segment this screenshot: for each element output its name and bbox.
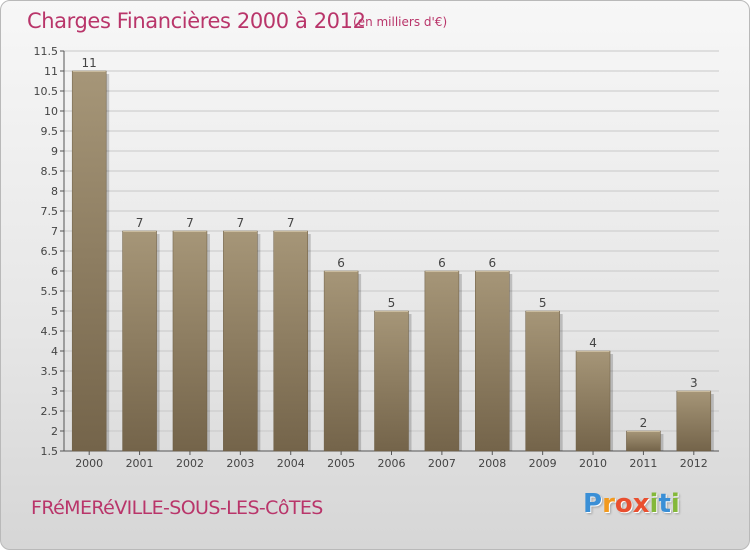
y-tick-label: 9 (51, 145, 58, 158)
x-tick-label: 2006 (378, 457, 406, 470)
y-tick-label: 10.5 (34, 85, 59, 98)
x-tick-label: 2008 (478, 457, 506, 470)
bar (374, 310, 409, 452)
data-label: 6 (438, 256, 446, 270)
y-tick-label: 8 (51, 185, 58, 198)
bar (323, 270, 359, 452)
logo-letter: x (632, 489, 650, 519)
data-label: 6 (488, 256, 496, 270)
bar (575, 350, 611, 452)
bar (676, 390, 712, 452)
y-tick-label: 2.5 (41, 405, 59, 418)
data-label: 7 (136, 216, 144, 230)
bar (172, 230, 208, 452)
data-label: 6 (337, 256, 345, 270)
x-tick-label: 2009 (529, 457, 557, 470)
y-tick-label: 3.5 (41, 365, 59, 378)
bar (273, 230, 308, 452)
data-label: 7 (287, 216, 295, 230)
y-tick-label: 6.5 (41, 245, 59, 258)
y-tick-label: 7 (51, 225, 58, 238)
bar (122, 230, 157, 452)
bar (626, 430, 661, 452)
logo-letter: o (614, 489, 633, 519)
y-tick-label: 5.5 (41, 285, 59, 298)
y-tick-label: 7.5 (41, 205, 59, 218)
proxiti-logo[interactable]: Proxiti (583, 489, 680, 519)
y-tick-label: 3 (51, 385, 58, 398)
y-tick-label: 8.5 (41, 165, 59, 178)
x-tick-label: 2007 (428, 457, 456, 470)
x-tick-label: 2005 (327, 457, 355, 470)
data-label: 11 (82, 56, 97, 70)
bar (475, 270, 510, 452)
commune-name: FRéMERéVILLE-SOUS-LES-CôTES (31, 497, 323, 519)
data-label: 5 (539, 296, 547, 310)
data-label: 4 (589, 336, 597, 350)
x-tick-label: 2011 (629, 457, 657, 470)
y-tick-label: 6 (51, 265, 58, 278)
y-tick-label: 11 (44, 65, 58, 78)
data-label: 5 (388, 296, 396, 310)
y-tick-label: 5 (51, 305, 58, 318)
y-tick-label: 4.5 (41, 325, 59, 338)
x-tick-label: 2002 (176, 457, 204, 470)
chart-title: Charges Financières 2000 à 2012 (27, 9, 366, 33)
data-label: 3 (690, 376, 698, 390)
x-tick-label: 2001 (126, 457, 154, 470)
logo-letter: i (670, 489, 680, 519)
x-tick-label: 2010 (579, 457, 607, 470)
logo-letter: r (602, 489, 615, 519)
bar (71, 70, 107, 452)
data-label: 7 (186, 216, 194, 230)
data-labels: 11 7 7 7 7 6 5 6 6 5 4 2 3 (82, 56, 698, 430)
chart-subtitle: (en milliers d'€) (353, 15, 448, 29)
bar (223, 230, 258, 452)
y-tick-label: 11.5 (34, 45, 59, 58)
x-tick-label: 2000 (75, 457, 103, 470)
bar (525, 310, 560, 452)
x-tick-label: 2004 (277, 457, 305, 470)
data-label: 7 (237, 216, 245, 230)
bars (71, 70, 714, 452)
logo-letter: P (583, 489, 603, 519)
y-tick-label: 10 (44, 105, 58, 118)
data-label: 2 (640, 416, 648, 430)
y-tick-label: 9.5 (41, 125, 59, 138)
bar (424, 270, 460, 452)
logo-letter: i (649, 489, 659, 519)
y-tick-label: 1.5 (41, 445, 59, 458)
x-tick-label: 2003 (226, 457, 254, 470)
y-tick-label: 4 (51, 345, 58, 358)
y-tick-label: 2 (51, 425, 58, 438)
logo-letter: t (658, 489, 671, 519)
x-tick-label: 2012 (680, 457, 708, 470)
